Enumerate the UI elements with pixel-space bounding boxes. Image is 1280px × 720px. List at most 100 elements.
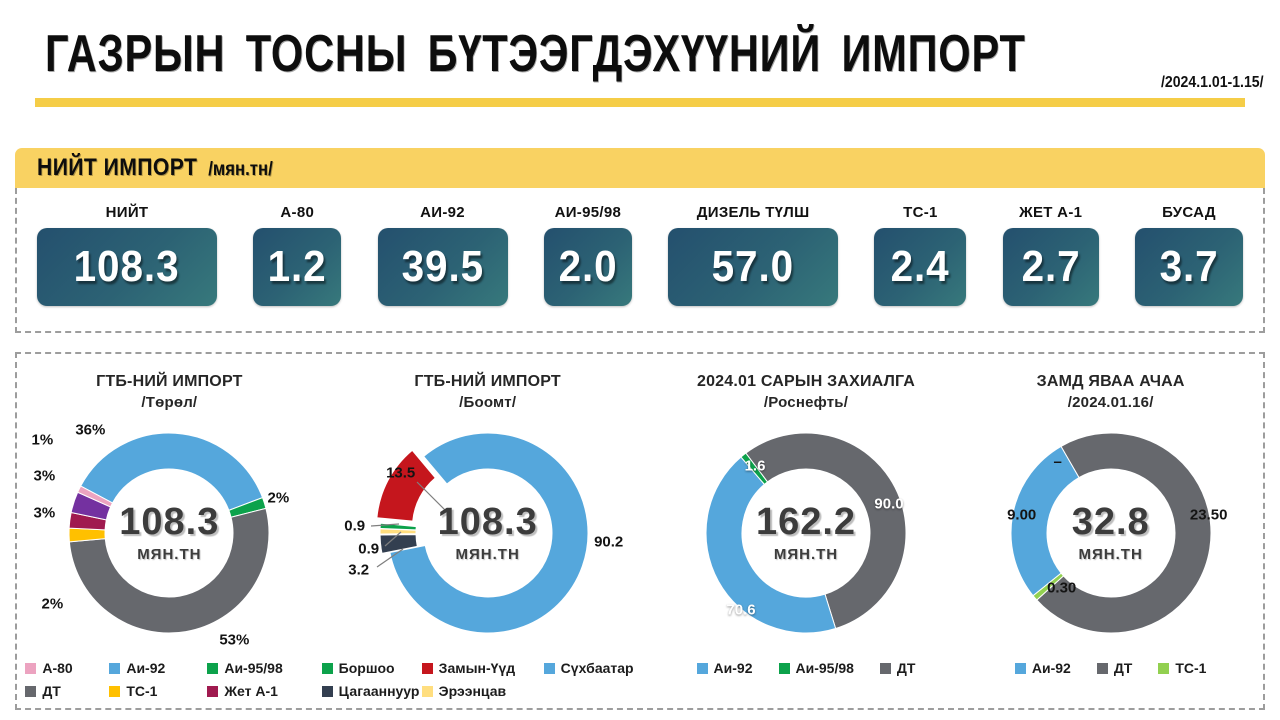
legend-swatch (109, 685, 121, 697)
legend-item: ДТ (879, 660, 916, 676)
slice-label: 3% (33, 467, 56, 485)
slice-label: 9.00 (1007, 506, 1037, 524)
slice-label: 90.0 (874, 495, 904, 513)
stat-card: 2.4 (874, 228, 967, 306)
legend-item: Аи-92 (109, 660, 207, 676)
leader-line (384, 531, 402, 547)
slice-label: 0.30 (1047, 579, 1077, 597)
legend: Боршоо Замын-Үүд Сүхбаатар Цагааннуур Эрээнц… (321, 660, 654, 699)
stat-card: 39.5 (377, 228, 508, 306)
legend-item: Аи-92 (696, 660, 753, 676)
legend-item: А-80 (25, 660, 109, 676)
slice-label: 53% (219, 631, 250, 649)
donut-slice-Аи-92 (705, 456, 837, 634)
legend-swatch (543, 662, 555, 674)
card-group: АИ-95/98 2.0 (543, 200, 632, 331)
stat-card: 57.0 (668, 228, 839, 306)
legend-swatch (25, 662, 37, 674)
donut-box: 23.50 0.30 9.00–32.8 МЯН.ТН (996, 418, 1227, 648)
legend-label: ДТ (896, 660, 916, 676)
donut-slice-ДТ (745, 432, 907, 630)
chart-annotation: – (1053, 453, 1062, 471)
slice-label: 70.6 (726, 601, 756, 619)
report-date: /2024.1.01-1.15/ (1161, 74, 1264, 91)
summary-band-title: НИЙТ ИМПОРТ (37, 154, 198, 181)
donut-slice-Аи-95/98 (740, 452, 769, 486)
stat-label: БУСАД (1162, 203, 1216, 221)
slice-label: 0.9 (358, 540, 380, 558)
donut-box: 36% 2% 53% 2% 3% 3% 1% 108.3 МЯН.ТН (31, 418, 289, 649)
stat-label: АИ-95/98 (554, 203, 622, 221)
legend-swatch (207, 685, 219, 697)
stat-label: АИ-92 (420, 203, 465, 221)
legend-item: Аи-95/98 (207, 660, 313, 676)
leader-line (370, 523, 399, 527)
legend-item: ДТ (25, 683, 109, 699)
slice-label: 3% (33, 504, 56, 522)
legend-item: Аи-95/98 (778, 660, 854, 676)
stat-card: 108.3 (37, 228, 217, 306)
donut-chart (370, 432, 589, 634)
legend-swatch (421, 662, 433, 674)
legend-label: Аи-95/98 (224, 660, 283, 676)
legend-item: Жет А-1 (207, 683, 313, 699)
summary-band: НИЙТ ИМПОРТ /мян.тн/ (15, 148, 1265, 188)
stat-card: 1.2 (253, 228, 342, 306)
stat-label: НИЙТ (105, 203, 149, 221)
title-underline (35, 98, 1245, 107)
stat-label: А-80 (280, 203, 315, 221)
legend-label: Боршоо (338, 660, 395, 676)
summary-cards: НИЙТ 108.3 А-80 1.2 АИ-92 39.5 АИ-95/98 2.0 ДИЗЕ… (15, 188, 1265, 333)
donut-slice-ДТ (69, 507, 270, 634)
legend: Аи-92 Аи-95/98 ДТ (696, 660, 916, 676)
slice-label: 1.6 (744, 457, 766, 475)
donut-slice-Цагааннуур (379, 534, 418, 554)
legend-item: Сүхбаатар (543, 660, 654, 676)
chart-column-3: 2024.01 САРЫН ЗАХИАЛГА/Роснефть/90.0 70.6… (654, 354, 959, 708)
chart-subtitle: /Төрөл/ (141, 393, 198, 411)
chart-column-2: ГТБ-НИЙ ИМПОРТ/Боомт/90.2 3.2 0.9 0.9 13.5 10… (321, 354, 654, 708)
slice-label: 2% (267, 489, 290, 507)
legend-label: Замын-Үүд (438, 660, 516, 676)
chart-title-line: ЗАМД ЯВАА АЧАА (1036, 373, 1185, 390)
page-title: ГАЗРЫН ТОСНЫ БҮТЭЭГДЭХҮҮНИЙ ИМПОРТ (45, 25, 1026, 83)
stat-label: ТС-1 (903, 203, 938, 221)
chart-subtitle: /Боомт/ (459, 393, 517, 411)
legend-item: ТС-1 (1158, 660, 1206, 676)
legend-label: ДТ (42, 683, 61, 699)
legend-swatch (1096, 662, 1108, 674)
legend-swatch (109, 662, 121, 674)
donut-slice-А-80 (77, 485, 114, 508)
legend-item: Цагааннуур (321, 683, 422, 699)
donut-chart (68, 432, 270, 634)
stat-value: 39.5 (401, 242, 484, 291)
legend-label: Цагааннуур (338, 683, 420, 699)
legend-swatch (321, 685, 333, 697)
slice-label: 2% (41, 595, 64, 613)
chart-subtitle: /2024.01.16/ (1067, 393, 1154, 411)
slice-label: 90.2 (594, 533, 624, 551)
slice-label: 13.5 (386, 464, 416, 482)
legend-label: Сүхбаатар (560, 660, 634, 676)
card-group: АИ-92 39.5 (377, 200, 508, 331)
legend-swatch (1158, 662, 1170, 674)
donut-slice-Сүхбаатар (389, 432, 589, 634)
donut-box: 90.0 70.6 1.6 162.2 МЯН.ТН (691, 418, 921, 648)
stat-card: 2.0 (543, 228, 632, 306)
charts-section: ГТБ-НИЙ ИМПОРТ/Төрөл/36% 2% 53% 2% 3% 3% 1% 108… (15, 352, 1265, 710)
legend-label: Аи-92 (713, 660, 753, 676)
leader-line (376, 548, 404, 568)
legend-swatch (696, 662, 708, 674)
legend: Аи-92 ДТ ТС-1 (1014, 660, 1206, 676)
slice-label: 1% (31, 431, 54, 449)
card-group: ЖЕТ А-1 2.7 (1002, 200, 1099, 331)
chart-title: ЗАМД ЯВАА АЧАА/2024.01.16/ (1037, 372, 1185, 416)
legend-swatch (25, 685, 37, 697)
donut-chart (705, 432, 907, 634)
stat-card: 2.7 (1002, 228, 1099, 306)
stat-card: 3.7 (1134, 228, 1243, 306)
stat-value: 2.4 (890, 242, 950, 291)
legend-label: Аи-92 (1031, 660, 1071, 676)
legend-swatch (879, 662, 891, 674)
